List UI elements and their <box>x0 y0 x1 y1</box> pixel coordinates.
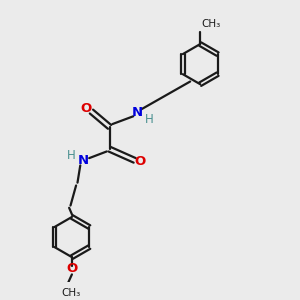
Text: H: H <box>67 149 76 162</box>
Text: O: O <box>66 262 77 275</box>
Text: CH₃: CH₃ <box>61 288 80 298</box>
Text: N: N <box>132 106 143 119</box>
Text: N: N <box>77 154 88 167</box>
Text: O: O <box>135 155 146 168</box>
Text: CH₃: CH₃ <box>202 19 221 29</box>
Text: O: O <box>81 102 92 115</box>
Text: H: H <box>145 112 154 126</box>
